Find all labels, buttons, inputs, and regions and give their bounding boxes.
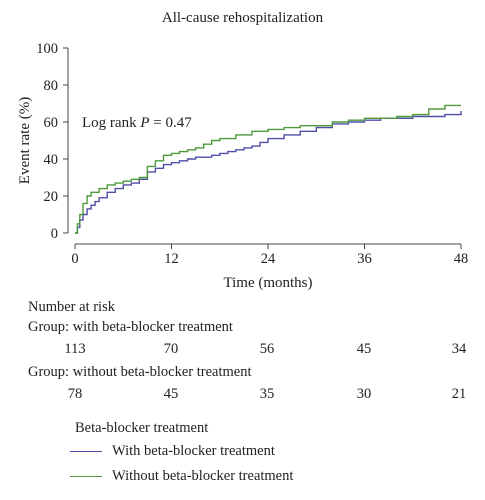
risk-value: 113 [64,341,86,357]
risk-group-label-without: Group: without beta-blocker treatment [28,364,252,380]
risk-value: 30 [356,386,372,402]
plot-area [75,104,462,234]
risk-value: 45 [356,341,372,357]
risk-group-label-with: Group: with beta-blocker treatment [28,319,233,335]
risk-value: 34 [451,341,467,357]
legend-label-without: Without beta-blocker treatment [112,467,294,484]
y-tick-label: 40 [44,152,59,168]
series-line-without [75,104,461,234]
legend-swatch-without [70,475,102,477]
x-tick-label: 48 [454,251,469,267]
x-tick-label: 0 [71,251,78,267]
risk-value: 78 [67,386,83,402]
legend-swatch-with [70,450,102,452]
y-tick-label: 100 [36,41,58,57]
risk-value: 35 [259,386,275,402]
legend-label-with: With beta-blocker treatment [112,442,275,459]
x-tick-label: 24 [261,251,276,267]
y-tick-label: 60 [44,115,59,131]
chart-title: All-cause rehospitalization [161,10,324,26]
legend-item-without: Without beta-blocker treatment [70,466,293,486]
series-line-with [75,110,462,234]
risk-value: 70 [163,341,179,357]
y-tick-label: 80 [44,78,59,94]
risk-table-header: Number at risk [28,299,115,315]
risk-value: 56 [259,341,275,357]
y-tick-label: 0 [51,226,58,242]
legend-title: Beta-blocker treatment [75,420,209,436]
y-tick-label: 20 [44,189,59,205]
x-tick-label: 12 [164,251,179,267]
risk-value: 45 [163,386,179,402]
km-chart: 0 20 40 60 80 100 0 12 24 36 48 Time (months) Event … [17,41,468,291]
legend-item-with: With beta-blocker treatment [70,441,275,461]
log-rank-annotation: Log rank P = 0.47 [82,115,192,131]
x-axis-label: Time (months) [223,275,312,291]
x-tick-label: 36 [357,251,372,267]
risk-value: 21 [451,386,467,402]
axes: 0 20 40 60 80 100 0 12 24 36 48 Time (months) Event … [17,41,468,291]
y-axis-label: Event rate (%) [17,97,33,184]
